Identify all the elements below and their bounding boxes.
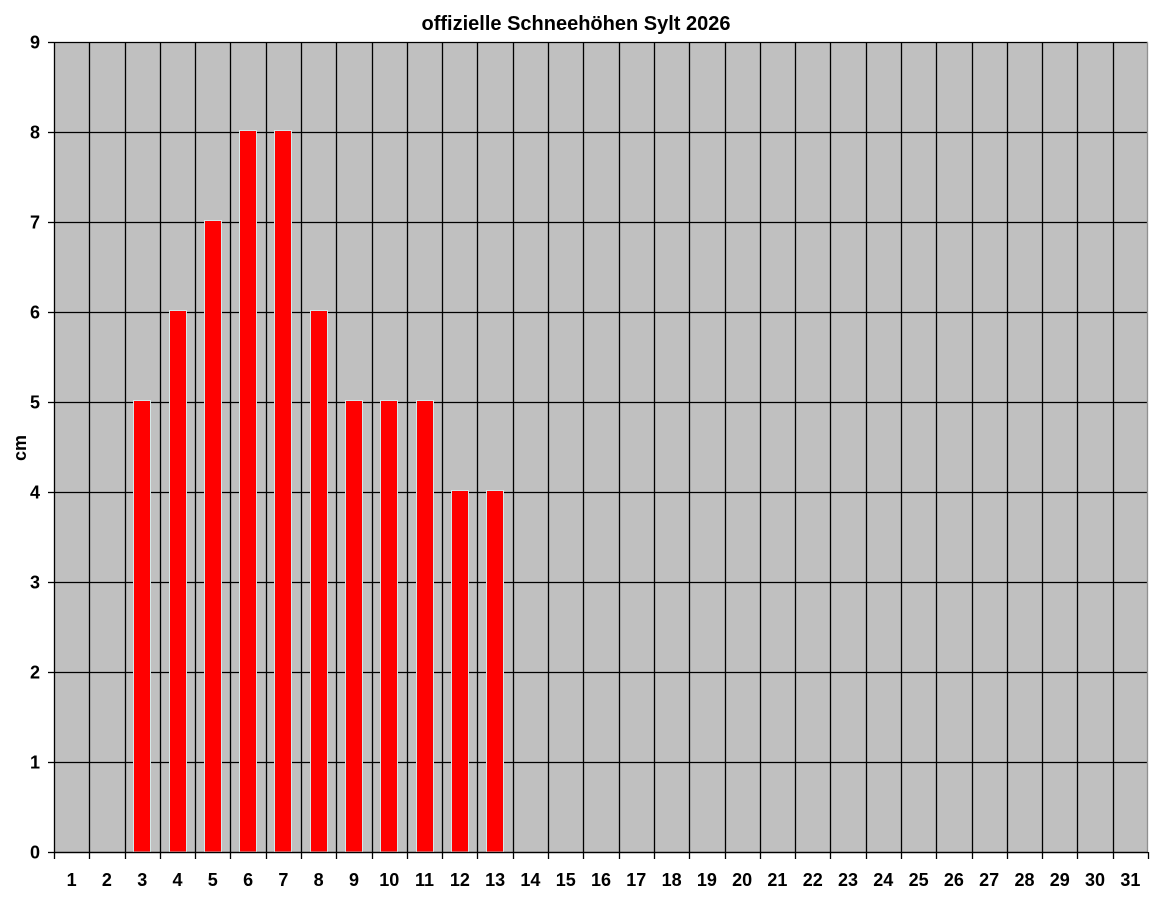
svg-text:14: 14: [520, 870, 540, 890]
svg-text:22: 22: [803, 870, 823, 890]
svg-text:8: 8: [30, 123, 40, 143]
svg-text:8: 8: [314, 870, 324, 890]
svg-text:29: 29: [1050, 870, 1070, 890]
svg-text:7: 7: [278, 870, 288, 890]
svg-text:18: 18: [662, 870, 682, 890]
svg-text:1: 1: [30, 753, 40, 773]
svg-text:11: 11: [415, 870, 434, 890]
svg-text:30: 30: [1085, 870, 1105, 890]
svg-text:21: 21: [767, 870, 787, 890]
svg-text:5: 5: [30, 393, 40, 413]
svg-text:6: 6: [243, 870, 253, 890]
svg-text:2: 2: [30, 663, 40, 683]
svg-text:7: 7: [30, 213, 40, 233]
svg-text:23: 23: [838, 870, 858, 890]
svg-text:5: 5: [208, 870, 218, 890]
svg-text:15: 15: [556, 870, 576, 890]
svg-text:27: 27: [979, 870, 999, 890]
svg-text:3: 3: [137, 870, 147, 890]
svg-text:offizielle Schneehöhen Sylt 20: offizielle Schneehöhen Sylt 2026: [422, 13, 731, 35]
svg-text:6: 6: [30, 303, 40, 323]
svg-text:cm: cm: [10, 435, 30, 461]
svg-text:12: 12: [450, 870, 470, 890]
svg-text:19: 19: [697, 870, 717, 890]
svg-text:9: 9: [349, 870, 359, 890]
svg-text:17: 17: [626, 870, 646, 890]
svg-text:31: 31: [1120, 870, 1140, 890]
svg-text:16: 16: [591, 870, 611, 890]
svg-text:0: 0: [30, 843, 40, 863]
svg-text:3: 3: [30, 573, 40, 593]
svg-text:26: 26: [944, 870, 964, 890]
svg-text:28: 28: [1014, 870, 1034, 890]
svg-text:10: 10: [379, 870, 399, 890]
svg-text:13: 13: [485, 870, 505, 890]
svg-text:1: 1: [67, 870, 77, 890]
svg-text:24: 24: [873, 870, 893, 890]
svg-text:4: 4: [173, 870, 183, 890]
svg-text:9: 9: [30, 33, 40, 53]
svg-text:25: 25: [909, 870, 929, 890]
svg-text:2: 2: [102, 870, 112, 890]
svg-text:20: 20: [732, 870, 752, 890]
svg-text:4: 4: [30, 483, 40, 503]
